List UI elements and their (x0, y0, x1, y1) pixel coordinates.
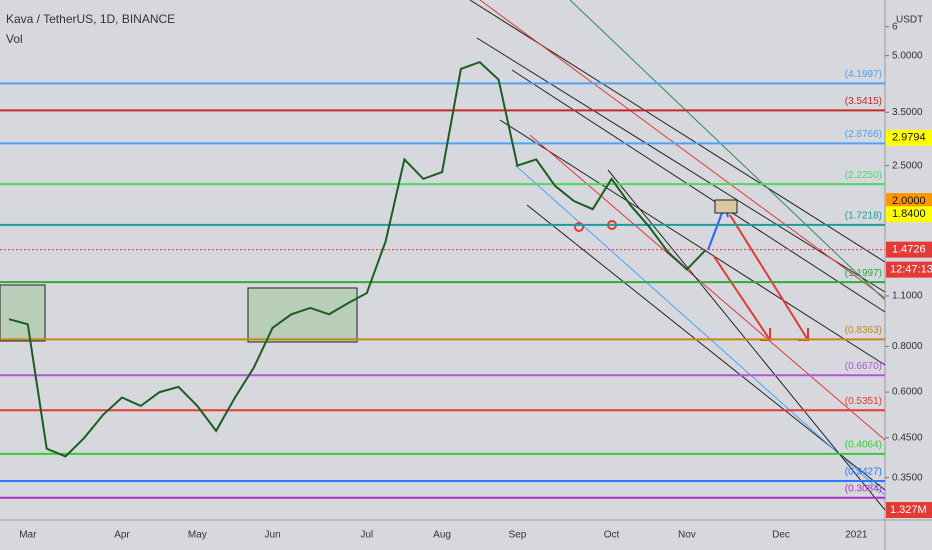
volume-tag (886, 502, 932, 518)
range-box (247, 287, 358, 343)
x-tick-label: Aug (433, 530, 451, 541)
subtitle: Vol (6, 32, 23, 46)
x-tick-label: Jul (360, 530, 373, 541)
level-label: (2.2250) (845, 170, 882, 181)
x-tick-label: Sep (509, 530, 527, 541)
x-tick-label: Apr (114, 530, 130, 541)
price-line (8, 60, 707, 458)
x-tick-label: Jun (265, 530, 281, 541)
level-label: (2.8766) (845, 129, 882, 140)
channel-line (526, 204, 886, 491)
level-label: (1.1997) (845, 268, 882, 279)
level-label: (0.3427) (845, 467, 882, 478)
volume-tag-label: 1.327M (890, 504, 927, 516)
y-tick-label: 1.1000 (892, 291, 923, 302)
arrows (574, 199, 809, 341)
x-tick-label: Oct (604, 530, 620, 541)
y-tick-label: 0.3500 (892, 472, 923, 483)
level-label: (0.8363) (845, 325, 882, 336)
y-tick-label: 0.8000 (892, 341, 923, 352)
channel-line (499, 119, 886, 366)
price-tag (886, 129, 932, 146)
level-label: (0.5351) (845, 396, 882, 407)
price-tag-label: 2.0000 (892, 195, 926, 207)
price-tag (886, 193, 932, 210)
countdown-tag (886, 261, 932, 278)
y-tick-label: 3.5000 (892, 107, 923, 118)
y-tick-label: 0.6000 (892, 387, 923, 398)
price-tag (886, 241, 932, 258)
target-box (714, 199, 738, 214)
countdown: 12:47:13 (890, 264, 932, 276)
arrow (729, 214, 809, 341)
arrow (712, 254, 771, 341)
price-tag (886, 206, 932, 223)
level-label: (0.6670) (845, 361, 882, 372)
chart-title: Kava / TetherUS, 1D, BINANCE (6, 12, 175, 26)
range-box (0, 284, 46, 342)
level-label: (1.7218) (845, 210, 882, 221)
x-tick-label: Mar (19, 530, 37, 541)
y-tick-label: 5.0000 (892, 50, 923, 61)
channel-line (514, 164, 886, 496)
channel-line (529, 134, 886, 441)
level-label: (4.1997) (845, 69, 882, 80)
marker (574, 222, 584, 232)
x-tick-label: May (188, 530, 207, 541)
level-label: (0.3084) (845, 483, 882, 494)
x-tick-label: Nov (678, 530, 696, 541)
axis-unit: USDT (896, 15, 923, 26)
price-tag-label: 1.8400 (892, 208, 926, 220)
y-tick-label: 2.5000 (892, 160, 923, 171)
x-tick-label: 2021 (845, 530, 868, 541)
price-tag-label: 1.4726 (892, 244, 926, 256)
level-label: (3.5415) (845, 96, 882, 107)
channel-line (479, 0, 886, 299)
y-tick-label: 6 (892, 21, 898, 32)
y-tick-label: 0.4500 (892, 432, 923, 443)
price-tag-label: 2.9794 (892, 132, 926, 144)
x-tick-label: Dec (772, 530, 790, 541)
level-label: (0.4064) (845, 440, 882, 451)
